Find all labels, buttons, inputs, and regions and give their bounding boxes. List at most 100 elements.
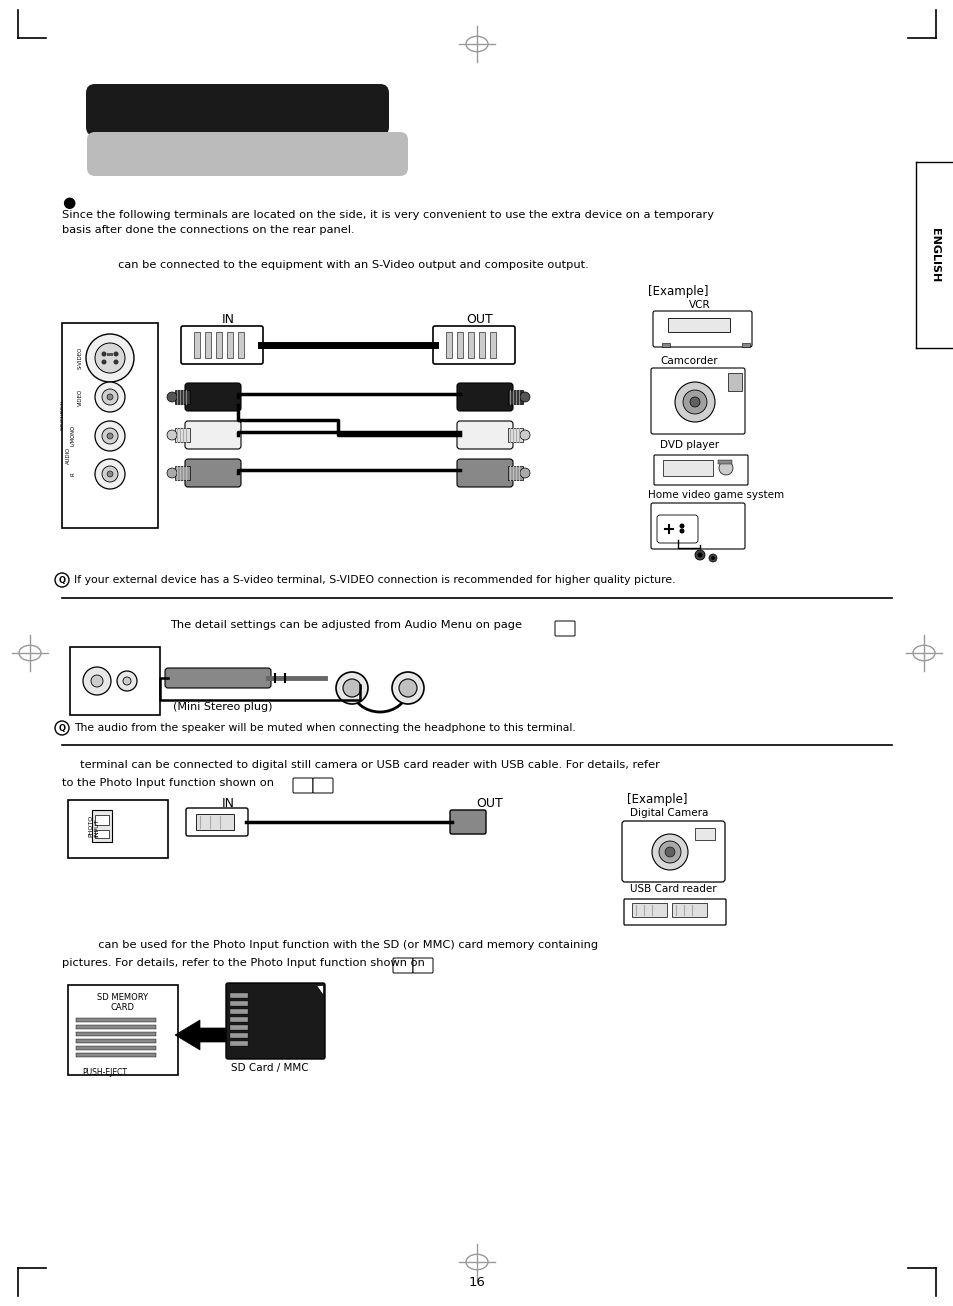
Text: [Example]: [Example] xyxy=(626,793,687,806)
Circle shape xyxy=(689,397,700,407)
Bar xyxy=(68,801,168,858)
Bar xyxy=(230,993,248,998)
FancyBboxPatch shape xyxy=(456,383,513,411)
Circle shape xyxy=(95,343,125,374)
Bar xyxy=(174,428,190,441)
Circle shape xyxy=(86,334,133,381)
Circle shape xyxy=(83,667,111,695)
Text: Q: Q xyxy=(58,724,66,733)
Bar xyxy=(76,1032,156,1036)
Circle shape xyxy=(695,550,704,560)
Text: ●: ● xyxy=(62,195,75,210)
Circle shape xyxy=(519,430,530,440)
Bar xyxy=(661,343,669,347)
Circle shape xyxy=(675,381,714,422)
Text: PHOTO
INPUT: PHOTO INPUT xyxy=(88,815,99,837)
Text: OUT: OUT xyxy=(476,797,503,810)
Circle shape xyxy=(719,461,732,475)
Circle shape xyxy=(519,468,530,478)
FancyBboxPatch shape xyxy=(185,383,241,411)
Circle shape xyxy=(55,721,69,735)
Circle shape xyxy=(101,359,107,364)
Bar xyxy=(174,466,190,481)
Ellipse shape xyxy=(912,645,934,661)
Bar xyxy=(193,332,200,358)
FancyBboxPatch shape xyxy=(654,454,747,485)
FancyBboxPatch shape xyxy=(623,899,725,925)
Circle shape xyxy=(101,351,107,357)
FancyBboxPatch shape xyxy=(165,667,271,688)
Bar xyxy=(227,332,233,358)
Text: pictures. For details, refer to the Photo Input function shown on: pictures. For details, refer to the Phot… xyxy=(62,959,424,968)
FancyBboxPatch shape xyxy=(456,458,513,487)
FancyBboxPatch shape xyxy=(87,132,408,176)
Circle shape xyxy=(117,671,137,691)
Text: IN: IN xyxy=(221,313,234,326)
Bar xyxy=(741,343,749,347)
Text: Digital Camera: Digital Camera xyxy=(629,808,708,818)
Ellipse shape xyxy=(465,37,488,52)
Circle shape xyxy=(697,552,701,558)
Bar xyxy=(667,317,729,332)
FancyBboxPatch shape xyxy=(293,778,313,793)
Circle shape xyxy=(651,835,687,870)
Bar xyxy=(507,466,522,481)
FancyBboxPatch shape xyxy=(450,810,485,835)
Text: ENGLISH: ENGLISH xyxy=(929,227,939,282)
FancyBboxPatch shape xyxy=(650,503,744,549)
Text: R: R xyxy=(71,473,75,475)
Text: If your external device has a S-video terminal, S-VIDEO connection is recommende: If your external device has a S-video te… xyxy=(74,575,675,585)
Bar xyxy=(174,390,190,404)
FancyBboxPatch shape xyxy=(621,821,724,882)
FancyBboxPatch shape xyxy=(181,326,263,364)
FancyBboxPatch shape xyxy=(313,778,333,793)
Bar xyxy=(468,332,474,358)
Circle shape xyxy=(167,430,177,440)
Circle shape xyxy=(113,351,118,357)
Text: Since the following terminals are located on the side, it is very convenient to : Since the following terminals are locate… xyxy=(62,210,713,235)
Text: S-VIDEO: S-VIDEO xyxy=(77,347,82,370)
Circle shape xyxy=(123,677,131,686)
Text: terminal can be connected to digital still camera or USB card reader with USB ca: terminal can be connected to digital sti… xyxy=(62,760,659,771)
Bar xyxy=(230,1000,248,1006)
Ellipse shape xyxy=(465,1254,488,1269)
Bar xyxy=(662,460,712,475)
Bar xyxy=(107,353,112,357)
Bar xyxy=(76,1040,156,1043)
Circle shape xyxy=(107,434,112,439)
Circle shape xyxy=(392,673,423,704)
Circle shape xyxy=(95,421,125,451)
Bar xyxy=(671,902,706,917)
Circle shape xyxy=(398,679,416,697)
Text: USB Card reader: USB Card reader xyxy=(629,884,716,895)
Bar xyxy=(76,1053,156,1057)
Text: CARD: CARD xyxy=(111,1003,135,1012)
FancyBboxPatch shape xyxy=(433,326,515,364)
FancyBboxPatch shape xyxy=(185,458,241,487)
Bar xyxy=(205,332,211,358)
Circle shape xyxy=(95,381,125,411)
Text: VIDEO: VIDEO xyxy=(77,388,82,406)
Bar xyxy=(215,332,222,358)
Circle shape xyxy=(335,673,368,704)
Bar xyxy=(695,828,714,840)
Circle shape xyxy=(519,392,530,402)
FancyBboxPatch shape xyxy=(86,84,389,136)
Circle shape xyxy=(107,394,112,400)
Bar xyxy=(76,1025,156,1029)
Bar xyxy=(490,332,496,358)
FancyBboxPatch shape xyxy=(650,368,744,434)
Circle shape xyxy=(167,468,177,478)
Text: to the Photo Input function shown on: to the Photo Input function shown on xyxy=(62,778,274,788)
Bar xyxy=(91,810,112,842)
Text: L/MONO: L/MONO xyxy=(71,426,75,447)
Text: OUT: OUT xyxy=(466,313,493,326)
Bar xyxy=(70,646,160,714)
Text: Camcorder: Camcorder xyxy=(659,357,717,366)
Ellipse shape xyxy=(19,645,41,661)
Text: can be used for the Photo Input function with the SD (or MMC) card memory contai: can be used for the Photo Input function… xyxy=(62,940,598,949)
Bar xyxy=(237,332,244,358)
Circle shape xyxy=(102,466,118,482)
Circle shape xyxy=(102,389,118,405)
FancyBboxPatch shape xyxy=(226,983,325,1059)
